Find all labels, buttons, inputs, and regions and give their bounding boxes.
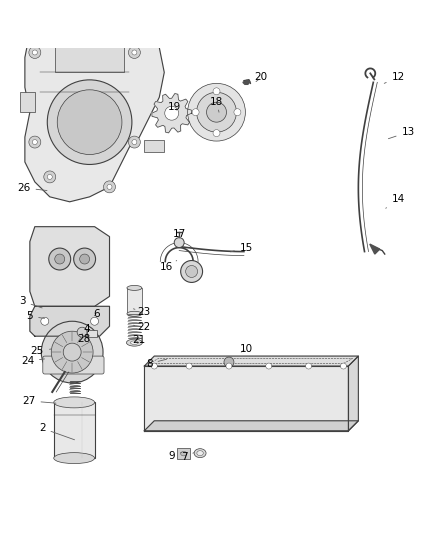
Circle shape bbox=[340, 363, 346, 369]
Circle shape bbox=[187, 83, 245, 141]
FancyBboxPatch shape bbox=[20, 92, 35, 112]
Text: 8: 8 bbox=[146, 359, 166, 368]
FancyBboxPatch shape bbox=[127, 288, 142, 314]
Ellipse shape bbox=[180, 451, 187, 456]
Text: 5: 5 bbox=[27, 311, 45, 321]
Polygon shape bbox=[152, 93, 191, 133]
Circle shape bbox=[47, 80, 132, 165]
Text: 13: 13 bbox=[389, 127, 415, 139]
Text: 19: 19 bbox=[168, 102, 181, 112]
Text: 24: 24 bbox=[21, 356, 45, 366]
Circle shape bbox=[80, 254, 90, 264]
Polygon shape bbox=[25, 7, 164, 202]
Circle shape bbox=[186, 265, 198, 278]
Circle shape bbox=[63, 343, 81, 361]
Circle shape bbox=[29, 136, 41, 148]
Text: 23: 23 bbox=[134, 308, 151, 317]
Ellipse shape bbox=[197, 451, 203, 456]
Text: 6: 6 bbox=[94, 309, 100, 319]
FancyBboxPatch shape bbox=[87, 330, 97, 337]
FancyBboxPatch shape bbox=[43, 356, 104, 374]
Polygon shape bbox=[30, 306, 110, 336]
Text: 27: 27 bbox=[22, 396, 56, 406]
Ellipse shape bbox=[127, 311, 142, 316]
Circle shape bbox=[197, 92, 237, 132]
Circle shape bbox=[128, 136, 140, 148]
Ellipse shape bbox=[194, 449, 206, 458]
Text: 26: 26 bbox=[17, 183, 47, 193]
Text: 10: 10 bbox=[240, 344, 253, 353]
Text: 16: 16 bbox=[160, 261, 177, 272]
FancyBboxPatch shape bbox=[70, 13, 105, 37]
Circle shape bbox=[91, 317, 99, 325]
Circle shape bbox=[32, 140, 37, 144]
Circle shape bbox=[29, 46, 41, 59]
Circle shape bbox=[44, 171, 56, 183]
Text: 7: 7 bbox=[181, 451, 194, 462]
Text: 28: 28 bbox=[77, 334, 90, 344]
Ellipse shape bbox=[127, 285, 142, 290]
Circle shape bbox=[180, 261, 202, 282]
Text: 20: 20 bbox=[255, 72, 268, 83]
Circle shape bbox=[57, 90, 122, 155]
Circle shape bbox=[174, 238, 184, 248]
Text: 9: 9 bbox=[168, 450, 181, 461]
Circle shape bbox=[47, 174, 52, 180]
FancyBboxPatch shape bbox=[145, 140, 164, 152]
Circle shape bbox=[128, 46, 140, 59]
Text: 3: 3 bbox=[19, 296, 42, 308]
Text: 14: 14 bbox=[386, 195, 405, 208]
Circle shape bbox=[132, 50, 137, 55]
Circle shape bbox=[151, 363, 157, 369]
FancyBboxPatch shape bbox=[55, 28, 124, 72]
Polygon shape bbox=[145, 356, 358, 366]
Polygon shape bbox=[370, 244, 380, 254]
Circle shape bbox=[266, 363, 272, 369]
Circle shape bbox=[103, 181, 116, 193]
Circle shape bbox=[186, 363, 192, 369]
FancyBboxPatch shape bbox=[177, 448, 190, 459]
Circle shape bbox=[306, 363, 311, 369]
Polygon shape bbox=[30, 227, 110, 306]
Polygon shape bbox=[145, 421, 358, 431]
Circle shape bbox=[132, 140, 137, 144]
Text: 15: 15 bbox=[231, 243, 253, 253]
Text: 12: 12 bbox=[384, 72, 405, 83]
Circle shape bbox=[213, 130, 220, 136]
Circle shape bbox=[77, 327, 87, 337]
Text: 2: 2 bbox=[39, 423, 74, 440]
Circle shape bbox=[165, 106, 179, 120]
Circle shape bbox=[55, 254, 65, 264]
Text: 25: 25 bbox=[31, 346, 51, 356]
Text: 21: 21 bbox=[133, 335, 146, 345]
Ellipse shape bbox=[54, 397, 95, 408]
Circle shape bbox=[207, 102, 226, 122]
Polygon shape bbox=[348, 356, 358, 431]
Circle shape bbox=[192, 109, 199, 116]
Circle shape bbox=[49, 248, 71, 270]
Polygon shape bbox=[145, 366, 348, 431]
Circle shape bbox=[234, 109, 241, 116]
Text: 22: 22 bbox=[134, 322, 151, 332]
Polygon shape bbox=[243, 80, 250, 84]
Circle shape bbox=[224, 357, 234, 367]
Ellipse shape bbox=[127, 339, 142, 346]
Ellipse shape bbox=[54, 453, 95, 464]
Circle shape bbox=[32, 50, 37, 55]
Circle shape bbox=[107, 184, 112, 189]
Ellipse shape bbox=[131, 341, 138, 344]
Circle shape bbox=[213, 88, 220, 95]
Circle shape bbox=[41, 317, 49, 325]
Circle shape bbox=[74, 248, 95, 270]
Text: 17: 17 bbox=[173, 229, 186, 239]
Circle shape bbox=[51, 331, 93, 373]
Circle shape bbox=[41, 321, 103, 383]
Circle shape bbox=[226, 363, 232, 369]
Text: 18: 18 bbox=[210, 97, 223, 112]
Text: 4: 4 bbox=[84, 324, 90, 334]
FancyBboxPatch shape bbox=[54, 402, 95, 458]
